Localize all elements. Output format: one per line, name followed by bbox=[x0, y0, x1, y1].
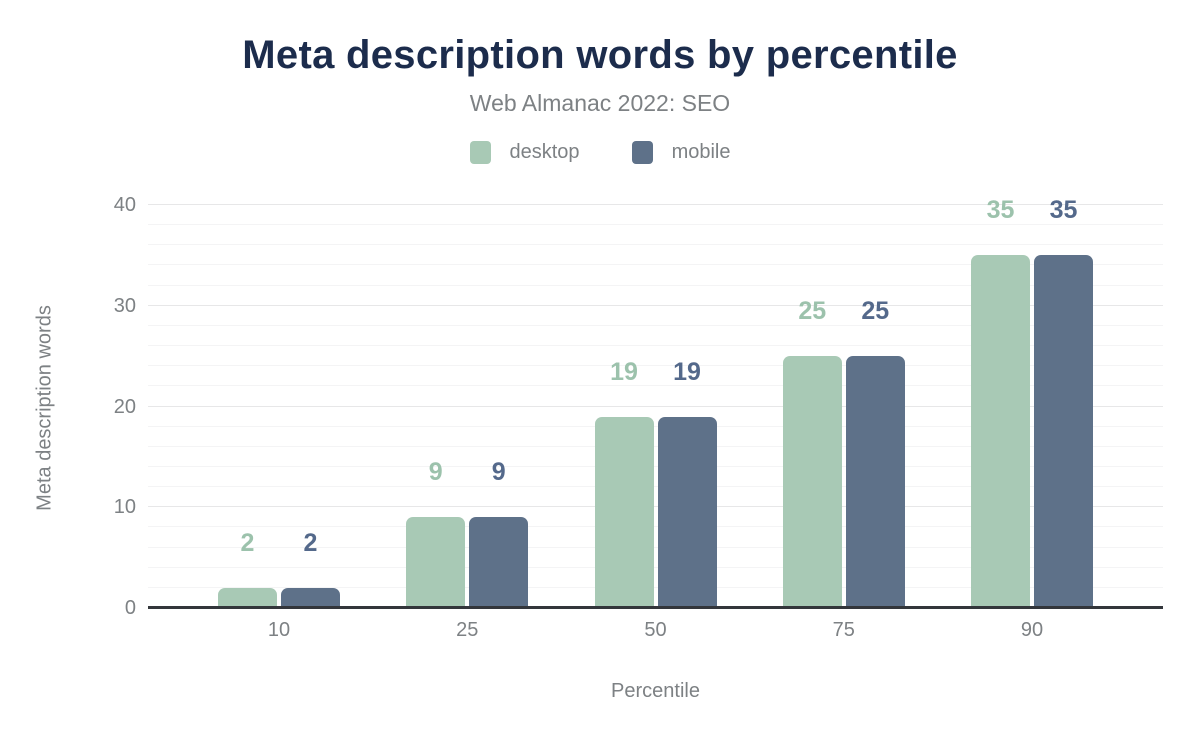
x-tick-25: 25 bbox=[456, 619, 479, 641]
bar-value-label-desktop-p50: 19 bbox=[610, 357, 638, 386]
x-tick-50: 50 bbox=[644, 619, 667, 641]
x-axis-title: Percentile bbox=[611, 680, 700, 702]
gridline-14 bbox=[148, 465, 1163, 467]
bar-value-label-desktop-p90: 35 bbox=[986, 196, 1015, 225]
gridline-12 bbox=[148, 486, 1163, 488]
gridline-8 bbox=[148, 526, 1163, 528]
legend: desktop mobile bbox=[0, 141, 1200, 164]
bar-groups: 2 2 9 9 19 19 25 25 35 35 bbox=[148, 196, 1163, 608]
bar-mobile-p50[interactable]: 19 bbox=[657, 358, 717, 608]
gridline-6 bbox=[148, 546, 1163, 548]
gridline-40 bbox=[148, 204, 1163, 205]
gridline-32 bbox=[148, 284, 1163, 286]
gridline-36 bbox=[148, 244, 1163, 246]
y-tick-30: 30 bbox=[113, 294, 136, 317]
bar-desktop-p25[interactable]: 9 bbox=[406, 458, 466, 608]
bar-group-90: 35 35 bbox=[971, 196, 1093, 608]
bar-mobile-p75[interactable]: 25 bbox=[845, 297, 905, 608]
gridline-34 bbox=[148, 264, 1163, 266]
gridline-22 bbox=[148, 385, 1163, 387]
bar-desktop-p10[interactable]: 2 bbox=[218, 529, 277, 608]
bar-desktop-p90[interactable]: 35 bbox=[971, 196, 1030, 608]
gridline-38 bbox=[148, 224, 1163, 226]
bar-desktop-p75[interactable]: 25 bbox=[782, 297, 842, 608]
x-axis-ticks: 10 25 50 75 90 bbox=[148, 619, 1163, 642]
gridline-26 bbox=[148, 345, 1163, 347]
bar-mobile-p25[interactable]: 9 bbox=[469, 458, 529, 608]
chart-title: Meta description words by percentile bbox=[242, 33, 958, 77]
bar-mobile-p10[interactable]: 2 bbox=[281, 529, 340, 608]
bar-group-50: 19 19 bbox=[594, 205, 717, 608]
gridline-30 bbox=[148, 304, 1163, 306]
y-tick-0: 0 bbox=[124, 597, 136, 619]
x-axis-line bbox=[148, 606, 1163, 609]
bar-value-label-desktop-p25: 9 bbox=[428, 458, 443, 487]
gridline-10 bbox=[148, 506, 1163, 508]
gridline-18 bbox=[148, 425, 1163, 427]
y-tick-20: 20 bbox=[113, 395, 136, 418]
bar-value-label-mobile-p90: 35 bbox=[1049, 196, 1078, 225]
legend-label-desktop: desktop bbox=[509, 141, 580, 163]
gridline-2 bbox=[148, 586, 1163, 588]
gridline-16 bbox=[148, 445, 1163, 447]
bar-value-label-desktop-p10: 2 bbox=[240, 528, 255, 557]
bar-value-label-mobile-p75: 25 bbox=[861, 297, 890, 326]
legend-swatch-mobile bbox=[631, 141, 653, 164]
bar-mobile-p90[interactable]: 35 bbox=[1034, 196, 1093, 608]
y-tick-10: 10 bbox=[113, 496, 136, 519]
chart-subtitle: Web Almanac 2022: SEO bbox=[469, 90, 731, 116]
y-tick-40: 40 bbox=[113, 194, 136, 216]
gridline-24 bbox=[148, 365, 1163, 367]
x-tick-10: 10 bbox=[267, 619, 291, 641]
x-tick-90: 90 bbox=[1020, 619, 1044, 641]
bar-desktop-p50[interactable]: 19 bbox=[594, 358, 654, 608]
bar-value-label-mobile-p10: 2 bbox=[303, 528, 318, 557]
bar-group-75: 25 25 bbox=[782, 205, 905, 608]
bar-value-label-mobile-p50: 19 bbox=[673, 357, 701, 386]
gridline-20 bbox=[148, 405, 1163, 407]
bar-value-label-desktop-p75: 25 bbox=[798, 297, 827, 326]
y-axis-ticks: 0 10 20 30 40 bbox=[40, 194, 136, 619]
gridline-28 bbox=[148, 324, 1163, 326]
x-tick-75: 75 bbox=[832, 619, 855, 641]
bar-value-label-mobile-p25: 9 bbox=[491, 458, 506, 487]
legend-swatch-desktop bbox=[469, 141, 491, 164]
legend-label-mobile: mobile bbox=[671, 141, 731, 163]
plot-area: 2 2 9 9 19 19 25 25 35 35 bbox=[148, 196, 1163, 609]
legend-item-mobile[interactable]: mobile bbox=[631, 141, 731, 164]
legend-item-desktop[interactable]: desktop bbox=[469, 141, 580, 164]
gridline-4 bbox=[148, 566, 1163, 568]
